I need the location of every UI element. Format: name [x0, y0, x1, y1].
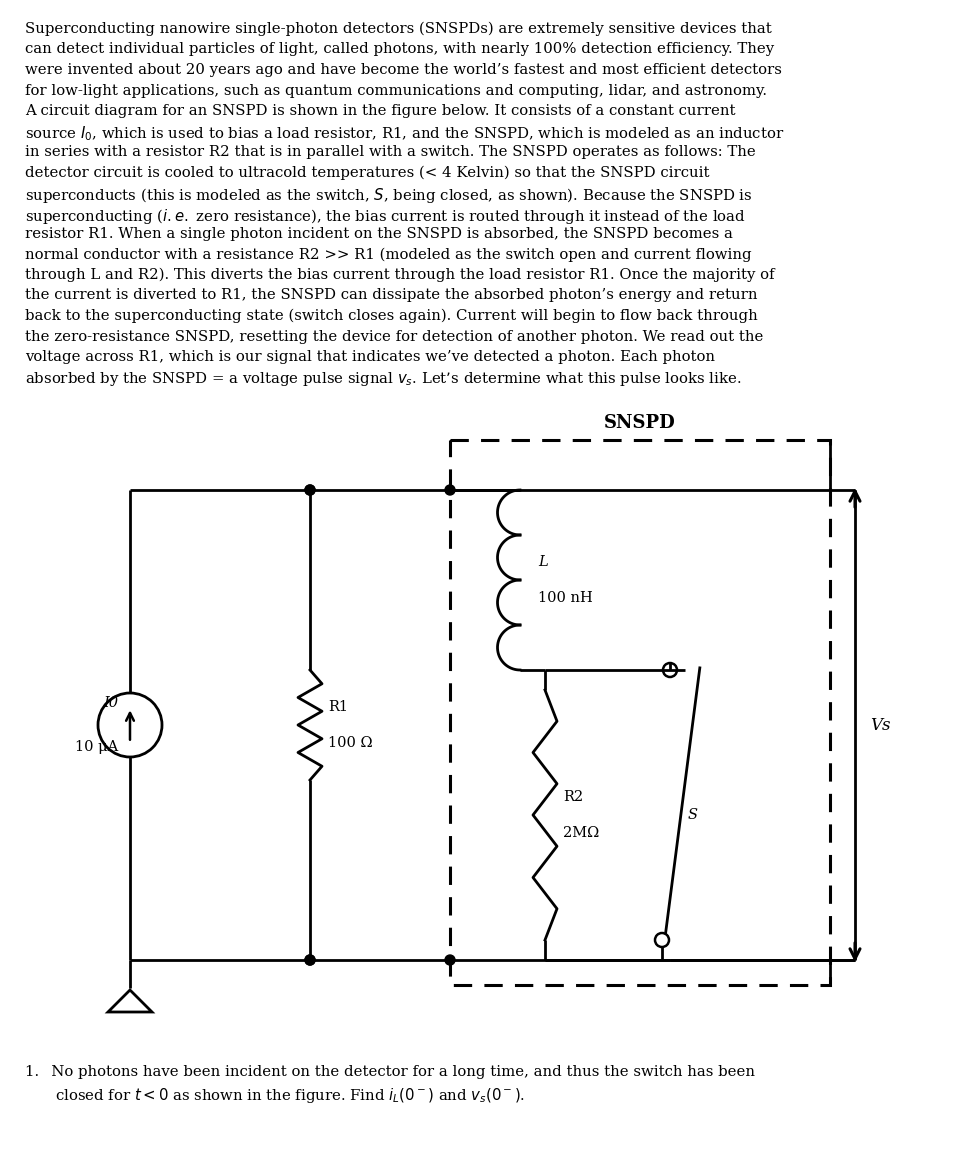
Text: resistor R1. When a single photon incident on the SNSPD is absorbed, the SNSPD b: resistor R1. When a single photon incide… [25, 227, 733, 241]
Text: closed for $t < 0$ as shown in the figure. Find $i_L(0^-)$ and $v_s(0^-)$.: closed for $t < 0$ as shown in the figur… [55, 1086, 525, 1105]
Circle shape [445, 485, 455, 495]
Text: 100 Ω: 100 Ω [328, 736, 373, 750]
Circle shape [445, 955, 455, 965]
Text: 1.  No photons have been incident on the detector for a long time, and thus the : 1. No photons have been incident on the … [25, 1065, 755, 1079]
Text: absorbed by the SNSPD = a voltage pulse signal $v_s$. Let’s determine what this : absorbed by the SNSPD = a voltage pulse … [25, 370, 741, 389]
Text: were invented about 20 years ago and have become the world’s fastest and most ef: were invented about 20 years ago and hav… [25, 63, 782, 77]
Text: Vs: Vs [870, 716, 891, 734]
Text: 10 μA: 10 μA [75, 741, 118, 755]
Text: R1: R1 [328, 700, 348, 714]
Circle shape [305, 485, 315, 495]
Text: the zero-resistance SNSPD, resetting the device for detection of another photon.: the zero-resistance SNSPD, resetting the… [25, 329, 764, 343]
Text: I0: I0 [103, 696, 118, 710]
Text: L: L [538, 555, 548, 569]
Text: S: S [688, 808, 698, 822]
Circle shape [305, 955, 315, 965]
Text: Superconducting nanowire single-photon detectors (SNSPDs) are extremely sensitiv: Superconducting nanowire single-photon d… [25, 22, 772, 36]
Text: for low-light applications, such as quantum communications and computing, lidar,: for low-light applications, such as quan… [25, 83, 767, 97]
Text: through L and R2). This diverts the bias current through the load resistor R1. O: through L and R2). This diverts the bias… [25, 267, 774, 283]
Text: 100 nH: 100 nH [538, 591, 593, 605]
Text: in series with a resistor R2 that is in parallel with a switch. The SNSPD operat: in series with a resistor R2 that is in … [25, 145, 756, 159]
Text: source $I_0$, which is used to bias a load resistor, R1, and the SNSPD, which is: source $I_0$, which is used to bias a lo… [25, 125, 785, 144]
Text: detector circuit is cooled to ultracold temperatures (< 4 Kelvin) so that the SN: detector circuit is cooled to ultracold … [25, 166, 710, 180]
Text: back to the superconducting state (switch closes again). Current will begin to f: back to the superconducting state (switc… [25, 310, 758, 324]
Text: the current is diverted to R1, the SNSPD can dissipate the absorbed photon’s ene: the current is diverted to R1, the SNSPD… [25, 288, 758, 303]
Text: can detect individual particles of light, called photons, with nearly 100% detec: can detect individual particles of light… [25, 42, 774, 56]
Text: voltage across R1, which is our signal that indicates we’ve detected a photon. E: voltage across R1, which is our signal t… [25, 350, 715, 364]
Text: normal conductor with a resistance R2 >> R1 (modeled as the switch open and curr: normal conductor with a resistance R2 >>… [25, 248, 752, 262]
Circle shape [305, 485, 315, 495]
Circle shape [305, 955, 315, 965]
Text: SNSPD: SNSPD [604, 413, 676, 432]
Text: superconducting ($i.e.$ zero resistance), the bias current is routed through it : superconducting ($i.e.$ zero resistance)… [25, 207, 745, 225]
Text: superconducts (this is modeled as the switch, $S$, being closed, as shown). Beca: superconducts (this is modeled as the sw… [25, 186, 753, 206]
Text: A circuit diagram for an SNSPD is shown in the figure below. It consists of a co: A circuit diagram for an SNSPD is shown … [25, 104, 736, 118]
Text: R2: R2 [563, 790, 583, 804]
Bar [450, 440, 830, 985]
Text: 2MΩ: 2MΩ [563, 826, 600, 840]
